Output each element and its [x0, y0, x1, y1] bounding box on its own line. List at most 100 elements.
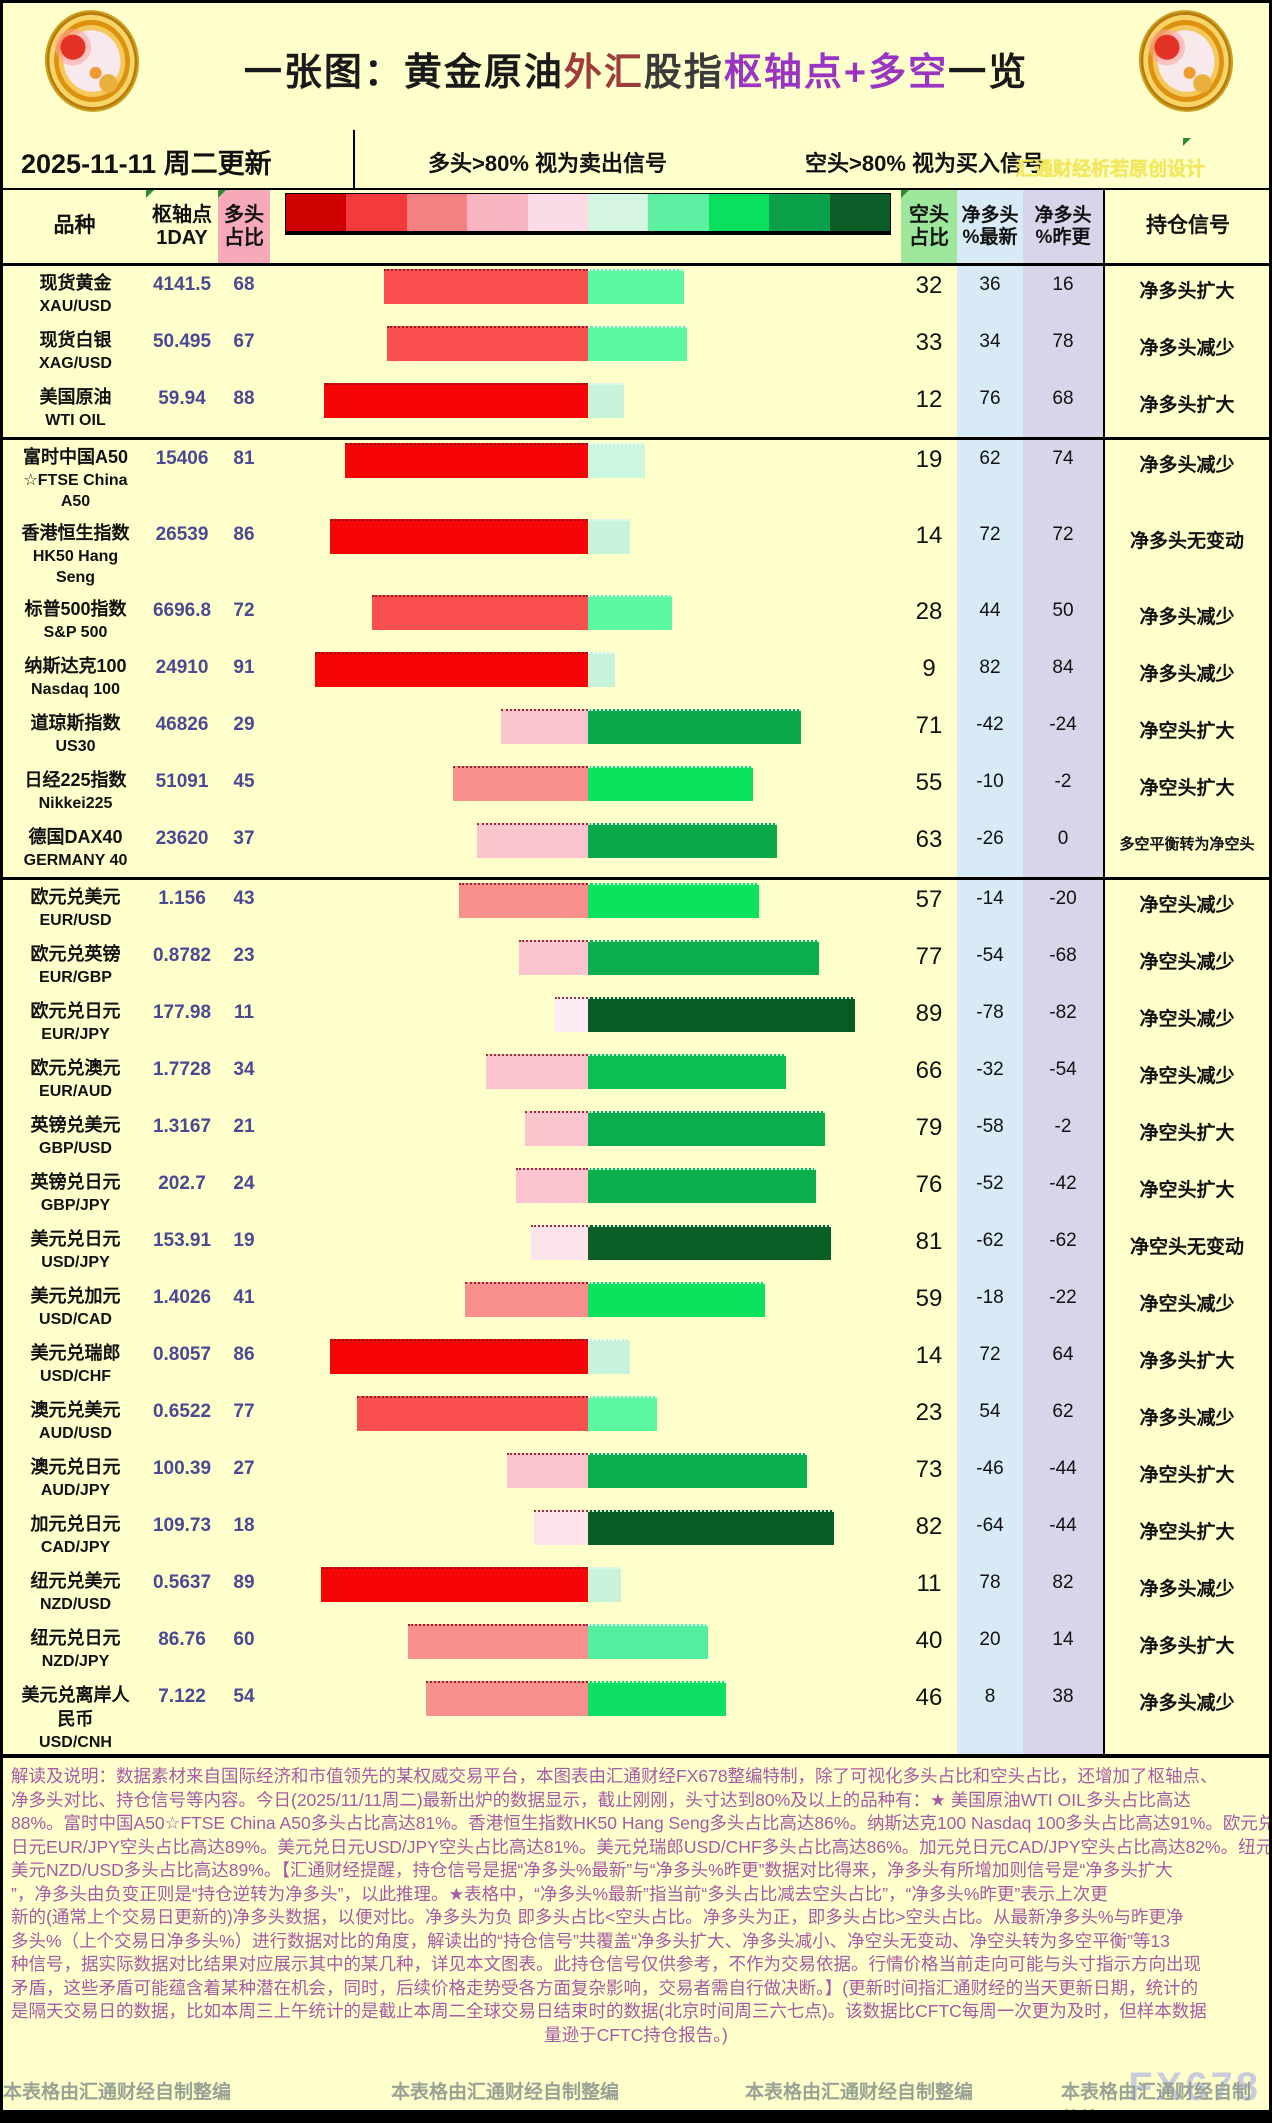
long-pct-value: 86: [233, 524, 255, 545]
short-bar: [588, 883, 759, 918]
long-pct-value: 72: [233, 600, 255, 621]
pivot-value: 202.7: [158, 1173, 206, 1194]
color-scale-cell: [648, 194, 709, 231]
long-pct-value: 77: [233, 1401, 255, 1422]
long-bar: [501, 709, 588, 744]
pivot-value: 23620: [155, 828, 209, 849]
table-row: 加元兑日元 CAD/JPY 109.73 18 82 -64 -44 净空头扩大: [3, 1507, 1269, 1564]
long-pct-value: 60: [233, 1629, 255, 1650]
table-row: 道琼斯指数 US30 46826 29 71 -42 -24 净空头扩大: [3, 706, 1269, 763]
position-signal: 净空头减少: [1103, 1051, 1269, 1108]
col-header-short-pct: 空头 占比: [901, 190, 957, 263]
long-bar: [531, 1225, 588, 1260]
instrument-name-cn: 现货黄金: [39, 273, 112, 293]
long-bar: [453, 766, 588, 801]
long-bar: [426, 1681, 588, 1716]
long-bar: [372, 595, 588, 630]
net-long-prev-value: -54: [1023, 1051, 1103, 1108]
long-bar: [477, 823, 588, 858]
long-bar: [465, 1282, 588, 1317]
short-bar: [588, 997, 855, 1032]
long-pct-value: 54: [233, 1686, 255, 1707]
short-pct-value: 32: [915, 272, 943, 299]
net-long-latest-value: -78: [957, 994, 1023, 1051]
table-row: 美元兑日元 USD/JPY 153.91 19 81 -62 -62 净空头无变动: [3, 1222, 1269, 1279]
explanation-line: 解读及说明：数据素材来自国际经济和市值领先的某权威交易平台，本图表由汇通财经FX…: [11, 1766, 1218, 1786]
net-long-prev-value: -62: [1023, 1222, 1103, 1279]
instrument-name: 纳斯达克100 Nasdaq 100: [5, 649, 146, 706]
instrument-name-line: A50: [60, 492, 91, 510]
title-segment: 一览: [948, 52, 1029, 94]
instrument-name-cn: 富时中国A50: [22, 447, 129, 467]
pivot-value: 0.6522: [152, 1401, 212, 1422]
instrument-name: 加元兑日元 CAD/JPY: [5, 1507, 146, 1564]
long-bar: [315, 652, 588, 687]
short-bar: [588, 940, 819, 975]
net-long-prev-value: 50: [1023, 592, 1103, 649]
long-pct-value: 91: [233, 657, 255, 678]
table-row: 富时中国A50 ☆FTSE China A50 15406 81 19 62 74 净多头减少: [3, 440, 1269, 516]
short-bar: [588, 1111, 825, 1146]
short-pct-value: 23: [915, 1399, 943, 1426]
instrument-name-cn: 欧元兑澳元: [30, 1058, 121, 1078]
explanation-line: 多头%（上个交易日净多头%）进行数据对比的角度，解读出的“持仓信号”共覆盖“净多…: [11, 1930, 1170, 1951]
pivot-value: 0.5637: [152, 1572, 212, 1593]
long-bar: [525, 1111, 588, 1146]
net-long-latest-value: 82: [957, 649, 1023, 706]
long-pct-value: 68: [233, 274, 255, 295]
short-bar: [588, 1339, 630, 1374]
col-header-label: 空头: [909, 203, 949, 226]
comment-triangle-icon: [1183, 138, 1191, 146]
instrument-name-line: 民币: [57, 1708, 94, 1729]
explanation-line: 种信号，据实际数据对比结果对应展示其中的某几种，详见本文图表。此持仓信号仅供参考…: [11, 1954, 1201, 1974]
table-row: 英镑兑日元 GBP/JPY 202.7 24 76 -52 -42 净空头扩大: [3, 1165, 1269, 1222]
short-bar: [588, 823, 777, 858]
long-bar: [330, 1339, 588, 1374]
position-signal: 净多头减少: [1103, 649, 1269, 706]
instrument-name-line: XAU/USD: [39, 297, 112, 315]
col-header-label: 净多头: [1034, 204, 1092, 226]
long-bar: [534, 1510, 588, 1545]
net-long-latest-value: 72: [957, 1336, 1023, 1393]
long-pct-value: 37: [233, 828, 255, 849]
net-long-prev-value: 82: [1023, 1564, 1103, 1621]
net-long-prev-value: 16: [1023, 266, 1103, 323]
instrument-name-cn: 现货白银: [39, 330, 112, 350]
position-signal: 净空头无变动: [1103, 1222, 1269, 1279]
long-pct-value: 43: [233, 888, 255, 909]
short-rule-note: 空头>80% 视为买入信号: [805, 151, 1044, 176]
position-signal: 净多头扩大: [1103, 1336, 1269, 1393]
long-bar: [321, 1567, 588, 1602]
long-pct-value: 29: [233, 714, 255, 735]
net-long-prev-value: 62: [1023, 1393, 1103, 1450]
long-bar: [357, 1396, 588, 1431]
comment-triangle-icon: [218, 190, 226, 198]
instrument-name-line: Nasdaq 100: [31, 680, 120, 698]
short-bar: [588, 1681, 726, 1716]
pivot-value: 4141.5: [152, 274, 212, 295]
position-signal: 净空头扩大: [1103, 1165, 1269, 1222]
position-signal: 净多头扩大: [1103, 266, 1269, 323]
long-bar: [507, 1453, 588, 1488]
color-scale-cell: [286, 194, 347, 231]
short-bar: [588, 1567, 621, 1602]
col-header-label: 占比: [224, 226, 264, 249]
short-pct-value: 14: [915, 1342, 943, 1369]
long-bar: [384, 269, 588, 304]
instrument-name-line: GBP/JPY: [40, 1196, 111, 1214]
long-pct-value: 21: [233, 1116, 255, 1137]
table-row: 香港恒生指数 HK50 Hang Seng 26539 86 14 72 72 净多头无变动: [3, 516, 1269, 592]
long-bar: [387, 326, 588, 361]
col-header-net-latest: 净多头 %最新: [957, 190, 1023, 263]
table-row: 现货黄金 XAU/USD 4141.5 68 32 36 16 净多头扩大: [3, 266, 1269, 323]
short-bar: [588, 1168, 816, 1203]
title-segment: 枢轴点+多空: [723, 52, 949, 94]
credit-text: 本表格由汇通财经自制整编: [745, 2082, 974, 2103]
long-bar: [486, 1054, 588, 1089]
instrument-name-line: AUD/USD: [39, 1424, 112, 1442]
short-bar: [588, 652, 615, 687]
net-long-prev-value: -2: [1023, 1108, 1103, 1165]
pivot-value: 1.3167: [152, 1116, 212, 1137]
net-long-latest-value: -52: [957, 1165, 1023, 1222]
col-header-label: %最新: [962, 226, 1018, 248]
